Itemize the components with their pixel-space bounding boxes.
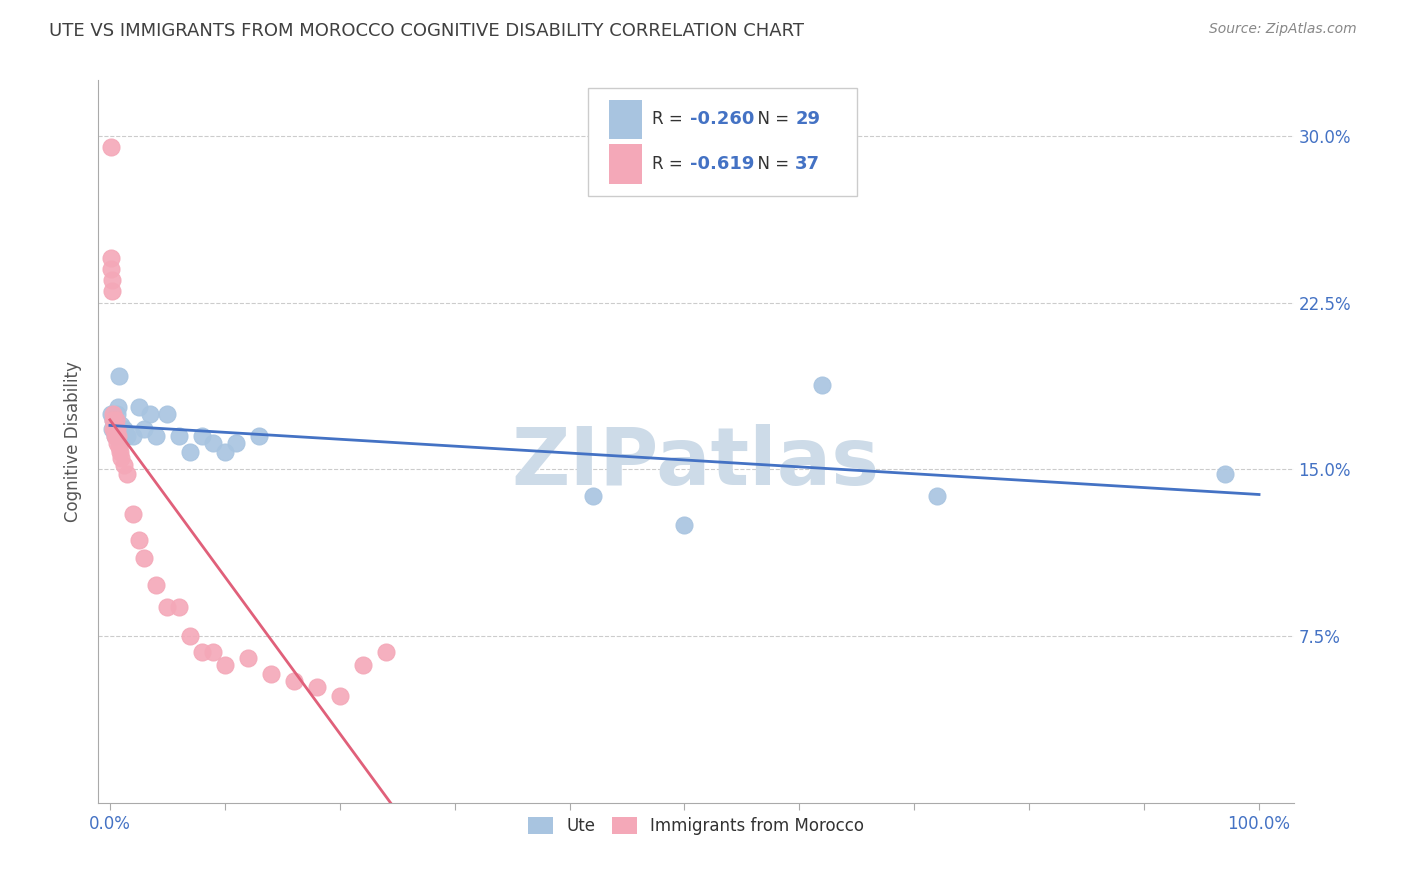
Point (122, 429, 145, 443)
Point (122, 507, 145, 521)
Point (112, 458, 135, 472)
Point (581, 489, 603, 503)
Point (305, 680, 328, 694)
Text: -0.619: -0.619 (690, 155, 755, 173)
Point (191, 429, 214, 443)
Point (139, 407, 162, 421)
Point (673, 517, 696, 532)
Point (134, 422, 156, 436)
Text: N =: N = (748, 155, 794, 173)
FancyBboxPatch shape (609, 100, 643, 139)
Point (103, 413, 125, 427)
Y-axis label: Cognitive Disability: Cognitive Disability (65, 361, 83, 522)
Point (100, 407, 122, 421)
Point (104, 413, 127, 427)
Point (110, 451, 132, 466)
Point (108, 440, 131, 454)
Point (214, 657, 236, 672)
Text: 29: 29 (796, 111, 820, 128)
Point (105, 407, 128, 421)
Point (260, 666, 283, 681)
Point (811, 377, 834, 392)
FancyBboxPatch shape (589, 87, 858, 196)
Text: R =: R = (652, 111, 688, 128)
Point (329, 689, 352, 703)
Point (112, 422, 135, 436)
Point (110, 444, 132, 458)
Legend: Ute, Immigrants from Morocco: Ute, Immigrants from Morocco (522, 810, 870, 841)
Point (104, 429, 127, 443)
Point (179, 629, 201, 643)
Point (167, 600, 190, 615)
Point (202, 645, 225, 659)
Point (179, 444, 201, 458)
Point (352, 657, 374, 672)
Point (103, 413, 125, 427)
Point (105, 435, 128, 450)
Point (167, 429, 190, 443)
Point (225, 435, 247, 450)
Point (101, 273, 124, 287)
Text: UTE VS IMMIGRANTS FROM MOROCCO COGNITIVE DISABILITY CORRELATION CHART: UTE VS IMMIGRANTS FROM MOROCCO COGNITIVE… (49, 22, 804, 40)
Point (283, 673, 305, 688)
Point (202, 435, 225, 450)
FancyBboxPatch shape (609, 145, 643, 184)
Text: -0.260: -0.260 (690, 111, 755, 128)
Point (156, 407, 179, 421)
Point (100, 262, 122, 277)
Point (128, 400, 150, 414)
Point (128, 533, 150, 548)
Point (1213, 467, 1236, 481)
Point (103, 422, 125, 436)
Text: 37: 37 (796, 155, 820, 173)
Point (103, 407, 125, 421)
Point (104, 422, 127, 436)
Point (107, 429, 129, 443)
Point (103, 429, 125, 443)
Point (101, 285, 124, 299)
Point (214, 444, 236, 458)
Point (247, 429, 270, 443)
Point (108, 368, 131, 383)
Point (100, 251, 122, 265)
Point (100, 140, 122, 154)
Point (103, 422, 125, 436)
Point (107, 400, 129, 414)
Text: Source: ZipAtlas.com: Source: ZipAtlas.com (1209, 22, 1357, 37)
Point (115, 429, 138, 443)
Point (191, 645, 214, 659)
Point (145, 429, 167, 443)
Point (101, 422, 124, 436)
Point (105, 422, 128, 436)
Point (115, 467, 138, 481)
Text: ZIPatlas: ZIPatlas (512, 425, 880, 502)
Text: N =: N = (748, 111, 794, 128)
Point (110, 417, 132, 432)
Point (145, 578, 167, 592)
Point (156, 600, 179, 615)
Text: R =: R = (652, 155, 693, 173)
Point (374, 645, 396, 659)
Point (927, 489, 949, 503)
Point (134, 551, 156, 566)
Point (103, 429, 125, 443)
Point (236, 651, 259, 665)
